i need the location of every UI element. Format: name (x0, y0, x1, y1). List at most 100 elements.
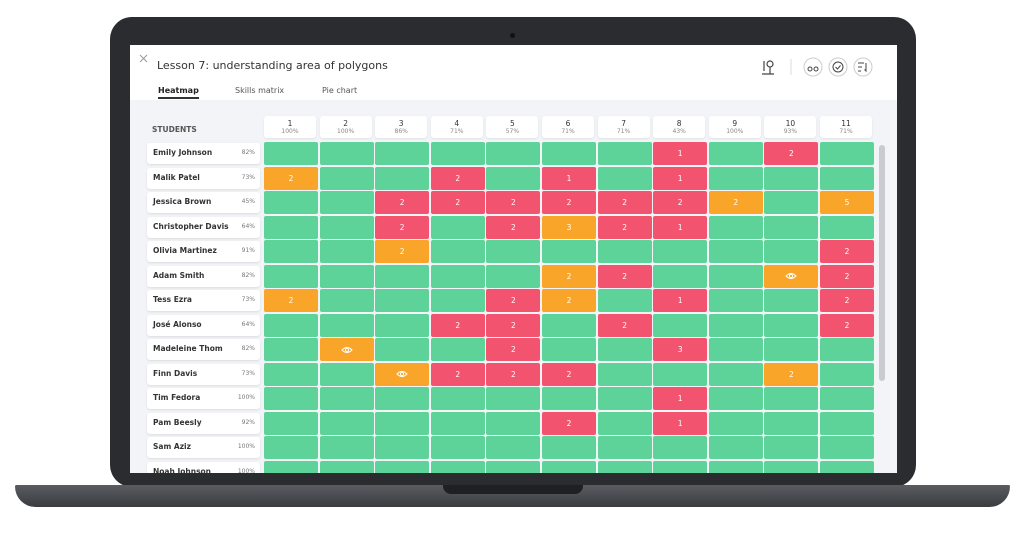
heat-cell[interactable] (764, 191, 819, 214)
heat-cell[interactable] (820, 338, 874, 361)
heat-cell[interactable] (708, 338, 763, 361)
heat-cell[interactable] (764, 289, 819, 312)
heat-cell[interactable] (653, 313, 708, 337)
heat-cell[interactable] (820, 362, 874, 386)
heat-cell[interactable] (319, 387, 374, 410)
heat-cell[interactable] (708, 215, 763, 239)
heat-cell[interactable]: 2 (597, 264, 652, 288)
heat-cell[interactable]: 2 (597, 215, 652, 239)
heat-cell[interactable] (486, 387, 541, 410)
heat-cell[interactable]: 1 (653, 142, 708, 165)
heat-cell[interactable] (820, 411, 874, 435)
heat-cell[interactable]: 2 (597, 191, 652, 214)
heat-cell[interactable] (264, 191, 318, 214)
heat-cell[interactable] (653, 264, 708, 288)
heat-cell[interactable] (319, 411, 374, 435)
heat-cell[interactable] (653, 436, 708, 459)
heat-cell[interactable] (375, 411, 430, 435)
heat-cell[interactable]: 2 (542, 264, 596, 288)
heat-cell[interactable] (820, 387, 874, 410)
heat-cell[interactable]: 1 (653, 166, 708, 190)
heat-cell[interactable] (597, 166, 652, 190)
heat-cell[interactable] (264, 240, 318, 263)
heat-cell[interactable]: 2 (597, 313, 652, 337)
heat-cell[interactable] (264, 387, 318, 410)
heat-cell[interactable] (319, 240, 374, 263)
scrollbar[interactable] (879, 145, 885, 381)
heat-cell[interactable]: 2 (375, 191, 430, 214)
heat-cell[interactable]: 2 (764, 362, 819, 386)
heat-cell[interactable] (375, 166, 430, 190)
heat-cell[interactable] (708, 436, 763, 459)
heat-cell[interactable] (375, 436, 430, 459)
heat-cell[interactable] (708, 240, 763, 263)
heat-cell[interactable] (430, 411, 485, 435)
heat-cell[interactable]: 2 (486, 338, 541, 361)
heat-cell[interactable] (542, 142, 596, 165)
heat-cell[interactable] (542, 313, 596, 337)
heat-cell[interactable] (764, 338, 819, 361)
heat-cell[interactable]: 2 (764, 142, 819, 165)
tab[interactable]: Pie chart (322, 86, 358, 95)
heat-cell[interactable] (319, 338, 374, 361)
heat-cell[interactable] (430, 264, 485, 288)
heat-cell[interactable] (708, 313, 763, 337)
heat-cell[interactable]: 2 (820, 264, 874, 288)
heat-cell[interactable] (319, 264, 374, 288)
heat-cell[interactable]: 2 (820, 240, 874, 263)
heat-cell[interactable]: 2 (486, 313, 541, 337)
heat-cell[interactable]: 2 (264, 289, 318, 312)
heat-cell[interactable] (264, 338, 318, 361)
students-icon[interactable] (762, 60, 774, 75)
heat-cell[interactable] (375, 338, 430, 361)
heat-cell[interactable] (375, 142, 430, 165)
heat-cell[interactable] (264, 142, 318, 165)
heat-cell[interactable] (319, 460, 374, 473)
heat-cell[interactable] (764, 166, 819, 190)
heat-cell[interactable] (375, 264, 430, 288)
heat-cell[interactable] (430, 142, 485, 165)
close-button[interactable] (139, 54, 148, 63)
heat-cell[interactable] (430, 289, 485, 312)
heat-cell[interactable] (764, 313, 819, 337)
heat-cell[interactable]: 2 (486, 289, 541, 312)
heat-cell[interactable] (319, 362, 374, 386)
heat-cell[interactable] (597, 240, 652, 263)
heat-cell[interactable] (542, 240, 596, 263)
heat-cell[interactable] (319, 166, 374, 190)
heat-cell[interactable]: 2 (542, 411, 596, 435)
heat-cell[interactable]: 2 (820, 289, 874, 312)
heat-cell[interactable] (764, 460, 819, 473)
tab[interactable]: Heatmap (158, 86, 199, 99)
heat-cell[interactable]: 2 (430, 362, 485, 386)
heat-cell[interactable] (708, 289, 763, 312)
heat-cell[interactable] (319, 191, 374, 214)
heat-cell[interactable] (430, 240, 485, 263)
heat-cell[interactable] (597, 338, 652, 361)
heat-cell[interactable] (375, 460, 430, 473)
heat-cell[interactable] (764, 387, 819, 410)
heat-cell[interactable]: 1 (653, 215, 708, 239)
heat-cell[interactable] (597, 362, 652, 386)
heat-cell[interactable] (764, 411, 819, 435)
heat-cell[interactable] (264, 411, 318, 435)
heat-cell[interactable] (319, 215, 374, 239)
heat-cell[interactable] (319, 289, 374, 312)
heat-cell[interactable] (375, 387, 430, 410)
heat-cell[interactable] (319, 142, 374, 165)
heat-cell[interactable] (430, 436, 485, 459)
heat-cell[interactable] (764, 436, 819, 459)
heat-cell[interactable] (486, 436, 541, 459)
heat-cell[interactable]: 2 (542, 362, 596, 386)
heat-cell[interactable] (708, 264, 763, 288)
heat-cell[interactable] (430, 215, 485, 239)
heat-cell[interactable] (820, 436, 874, 459)
heat-cell[interactable] (820, 215, 874, 239)
heat-cell[interactable] (486, 166, 541, 190)
heat-cell[interactable]: 2 (708, 191, 763, 214)
heat-cell[interactable] (597, 387, 652, 410)
heat-cell[interactable]: 2 (430, 166, 485, 190)
heat-cell[interactable]: 2 (653, 191, 708, 214)
heat-cell[interactable] (264, 264, 318, 288)
heat-cell[interactable]: 1 (653, 289, 708, 312)
